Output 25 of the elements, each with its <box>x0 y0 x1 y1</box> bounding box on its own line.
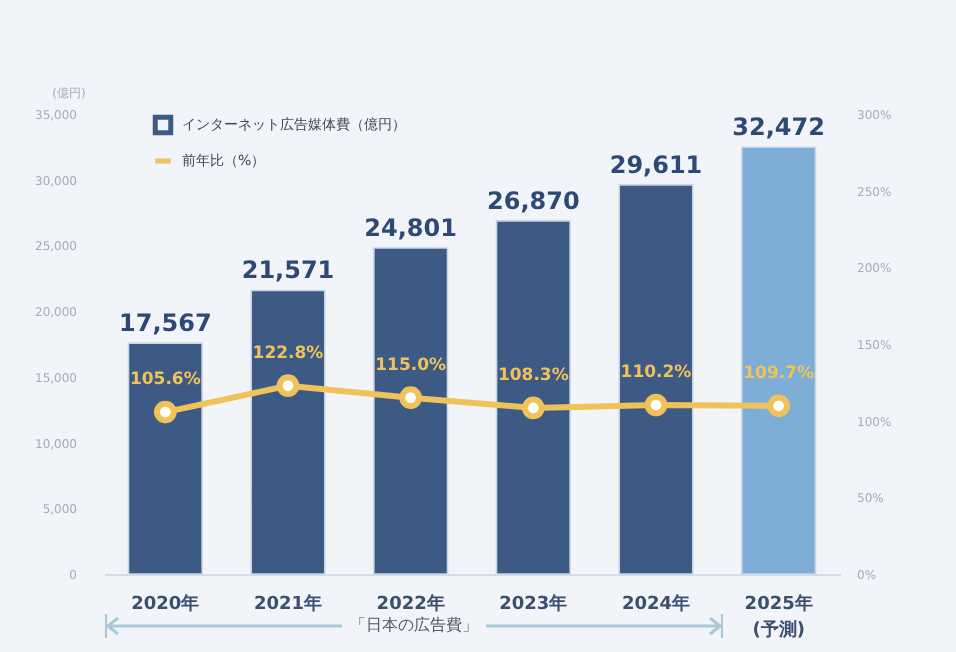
x-tick-label: 2021年 <box>253 593 323 615</box>
x-tick-label: 2022年 <box>376 593 445 615</box>
data-label: 17,567 <box>119 309 212 338</box>
point <box>767 394 791 418</box>
data-label: 29,611 <box>609 150 703 179</box>
point <box>399 386 423 410</box>
data-label: 115.0% <box>375 355 448 376</box>
point <box>153 400 177 424</box>
data-label: 122.8% <box>252 343 325 364</box>
data-label: 26,870 <box>487 186 580 215</box>
data-label: 109.7% <box>743 363 816 384</box>
data-label: 110.2% <box>620 363 693 384</box>
data-label: 32,472 <box>732 113 825 142</box>
data-label: 24,801 <box>364 214 457 243</box>
data-label: 21,571 <box>241 256 335 285</box>
x-tick-label: 2025年 (予測) <box>744 593 813 641</box>
x-tick-label: 2020年 <box>131 593 200 615</box>
x-tick-label: 2024年 <box>621 593 691 615</box>
text: 「日本の広告費」 <box>342 616 486 634</box>
point <box>521 396 545 420</box>
data-label: 105.6% <box>129 370 202 391</box>
data-label: 108.3% <box>497 365 570 386</box>
point <box>276 374 300 398</box>
point <box>644 393 668 417</box>
x-tick-label: 2023年 <box>499 593 568 615</box>
